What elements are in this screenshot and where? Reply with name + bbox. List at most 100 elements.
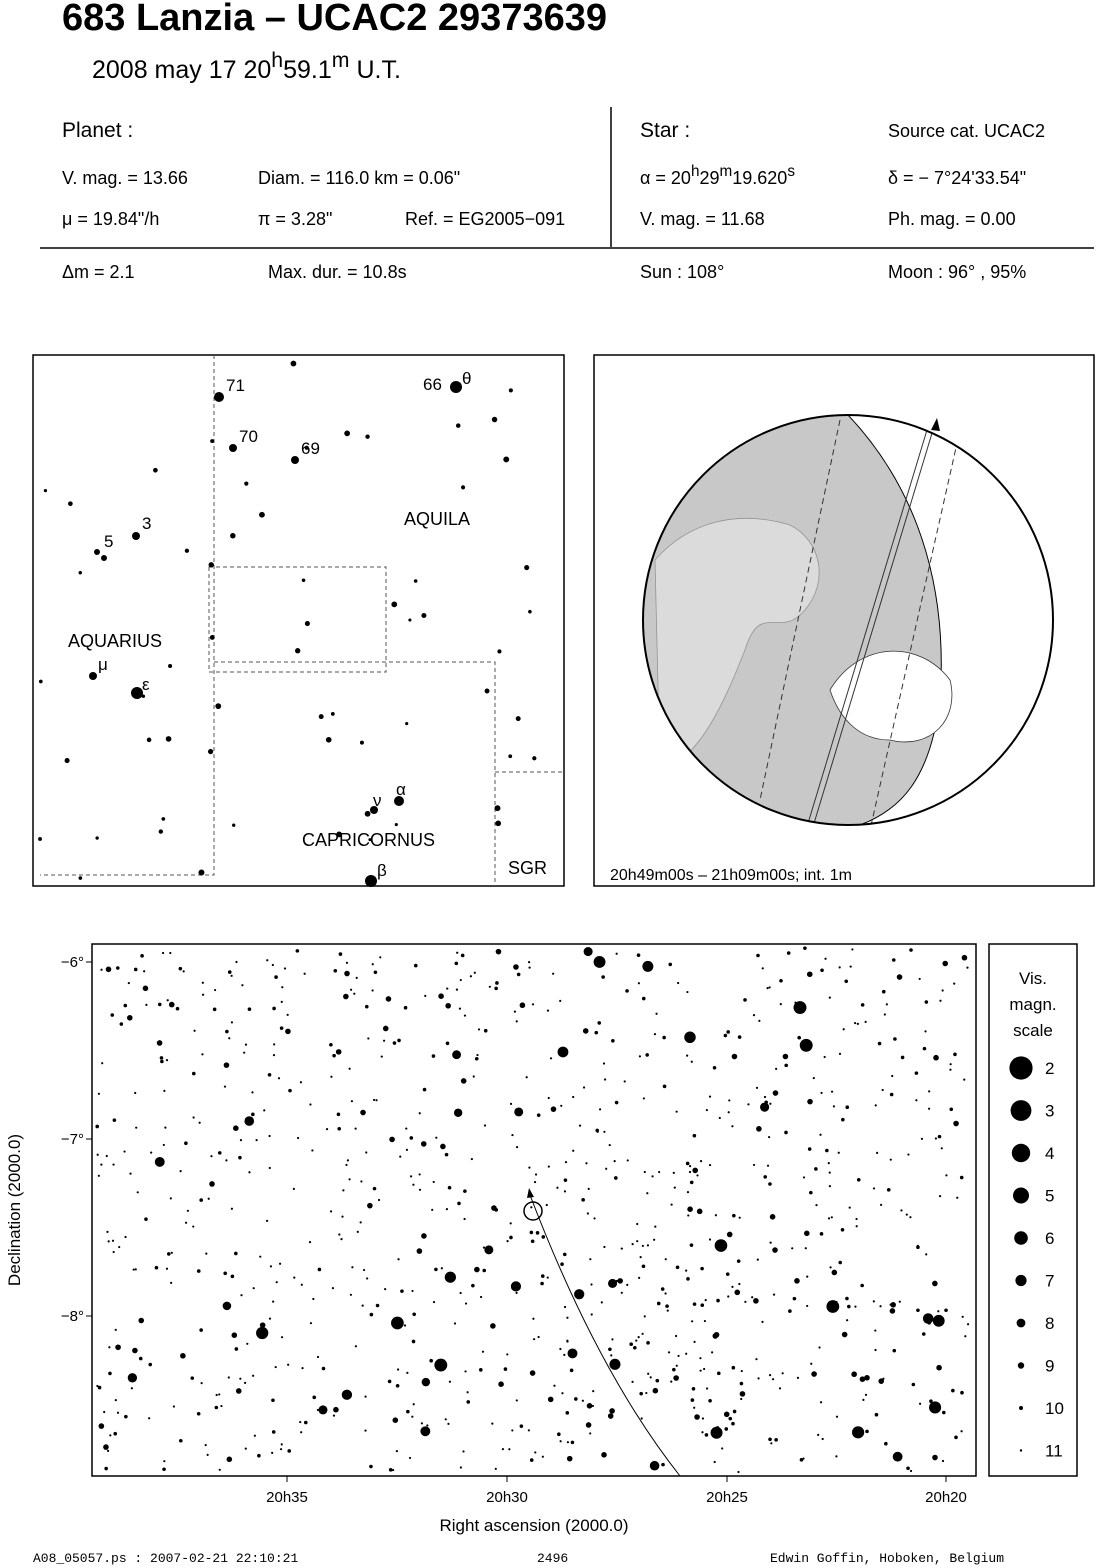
star [848,1206,851,1209]
star [797,1035,801,1040]
star [184,1221,188,1224]
star [756,953,760,958]
star [693,1406,696,1409]
star [440,1267,443,1270]
text: 69 [301,439,320,458]
star [341,1389,353,1400]
star [728,1099,731,1102]
star [524,564,530,571]
scale-dot [1011,1143,1031,1163]
star [182,970,185,973]
star [874,1348,877,1352]
star [142,985,149,992]
star [479,1368,483,1372]
star [447,1185,452,1190]
star [629,1342,633,1346]
star [304,445,309,450]
star [210,439,215,443]
globe-frame [593,354,1095,887]
star [421,612,427,619]
star [819,1401,823,1404]
star [781,1372,784,1375]
star [170,1281,173,1284]
star [530,1239,535,1244]
star [283,967,287,970]
star [807,1098,813,1105]
star [515,716,521,722]
star [483,1028,488,1033]
star [511,1429,514,1432]
star [590,1313,593,1316]
star [615,952,618,955]
star [686,1054,689,1057]
star [239,1138,243,1142]
star [905,1213,908,1216]
star [817,1433,820,1436]
star [348,1067,351,1070]
star [38,837,42,841]
star [885,1003,888,1006]
star [645,1391,648,1395]
star [169,1197,172,1200]
star [675,1110,678,1113]
star [758,1019,761,1022]
star [534,1451,537,1454]
star [939,999,942,1002]
star [424,994,427,998]
star [674,1334,678,1338]
star [286,1013,289,1016]
star [831,1269,838,1276]
star [752,1163,756,1167]
star [331,1287,335,1290]
star [756,1258,759,1261]
star [963,1078,966,1081]
star [105,1154,108,1158]
star [692,1133,697,1138]
star [685,1161,690,1166]
star [864,1374,870,1381]
star [300,1431,303,1434]
star [391,1468,395,1472]
star [97,1174,100,1177]
text-part: h [691,163,700,180]
text: 20h49m00s – 21h09m00s; int. 1m [610,867,852,884]
star [570,1440,575,1445]
star [552,972,555,975]
star [127,1373,138,1383]
star [534,1173,538,1176]
star [418,1173,421,1176]
star [365,434,370,439]
star [614,1100,619,1105]
text: Max. dur. = 10.8s [268,262,407,282]
star [609,1358,621,1370]
star [723,1033,728,1038]
star [506,1240,509,1243]
star [872,1187,876,1190]
star [934,1137,937,1140]
star [639,1391,643,1396]
star [278,1262,282,1265]
star [830,1090,834,1093]
star [100,1163,103,1166]
star [450,381,462,393]
star [233,1125,239,1131]
track-arrow [931,418,940,431]
star [835,1301,838,1304]
star [112,1250,115,1254]
star [290,360,297,367]
star [444,1152,449,1157]
star [494,1467,497,1470]
star [271,963,274,967]
star [244,481,249,486]
star [732,1409,737,1414]
star [541,1455,544,1458]
star [165,736,172,742]
star [937,1310,940,1313]
star [617,1278,623,1284]
star [252,1374,255,1377]
star [105,966,112,973]
star [126,1015,133,1021]
star [108,1346,111,1349]
star [108,1371,112,1376]
